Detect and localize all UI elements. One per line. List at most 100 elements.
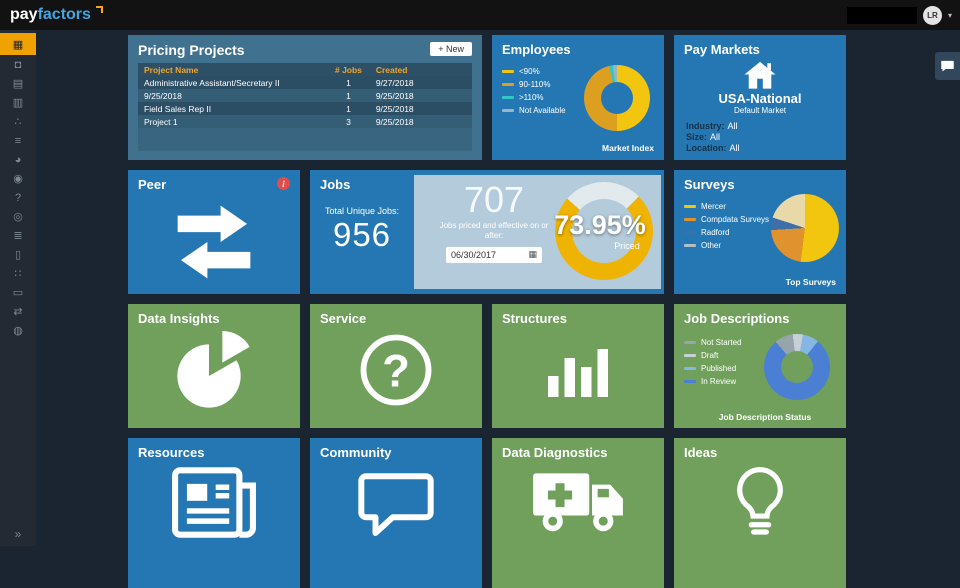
sidebar-item-community[interactable]: ◘: [14, 58, 22, 71]
job-description-status-donut-chart: [764, 334, 830, 400]
employees-title: Employees: [502, 42, 571, 57]
legend-swatch: [684, 367, 696, 370]
new-project-button[interactable]: + New: [430, 42, 472, 56]
tile-service[interactable]: Service ?: [310, 304, 482, 428]
pie-chart-icon: [138, 331, 290, 411]
tile-data-insights[interactable]: Data Insights: [128, 304, 300, 428]
newspaper-icon: [138, 465, 290, 540]
surveys-title: Surveys: [684, 177, 735, 192]
tile-surveys[interactable]: Surveys Mercer Compdata Surveys Radford Oth…: [674, 170, 846, 294]
service-title: Service: [320, 311, 367, 326]
question-circle-icon: ?: [320, 331, 472, 409]
jobs-priced-count: 707: [463, 179, 525, 220]
ambulance-icon: [502, 465, 654, 538]
tile-job-descriptions[interactable]: Job Descriptions Not Started Draft Publish…: [674, 304, 846, 428]
sidebar-item-surveys[interactable]: ◉: [13, 173, 23, 185]
chat-button[interactable]: [935, 52, 960, 80]
sidebar-item-ideas[interactable]: ◍: [13, 325, 23, 337]
tile-structures[interactable]: Structures: [492, 304, 664, 428]
sidebar-nav: ▦ ◘ ▤ ▥ ∴ ≡ ◕ ◉? ◎ ≣ ▯ ∷ ▭ ⇄ ◍: [0, 30, 36, 340]
legend-label: <90%: [519, 67, 540, 76]
pricing-projects-title: Pricing Projects: [138, 42, 245, 58]
pricing-project-row[interactable]: 9/25/2018 1 9/25/2018: [138, 89, 472, 102]
tile-data-diagnostics[interactable]: Data Diagnostics: [492, 438, 664, 588]
effective-date-value: 06/30/2017: [451, 249, 497, 260]
sidebar-item-structures[interactable]: ∴: [14, 116, 22, 128]
tile-employees[interactable]: Employees <90% 90-110% >110% Not Available …: [492, 35, 664, 160]
tile-pay-markets[interactable]: Pay Markets USA-National Default Market …: [674, 35, 846, 160]
legend-swatch: [684, 244, 696, 247]
left-sidebar: ▦ ◘ ▤ ▥ ∴ ≡ ◕ ◉? ◎ ≣ ▯ ∷ ▭ ⇄ ◍ »: [0, 30, 36, 546]
jobs-total-block: Total Unique Jobs: 956: [310, 206, 414, 254]
jobs-total-value: 956: [332, 216, 392, 253]
tile-community[interactable]: Community: [310, 438, 482, 588]
calendar-icon[interactable]: ▦: [528, 249, 537, 260]
legend-label: Compdata Surveys: [701, 215, 770, 224]
tile-ideas[interactable]: Ideas: [674, 438, 846, 588]
house-icon: [684, 59, 836, 90]
sidebar-item-notifications[interactable]: ◎: [13, 211, 23, 223]
sidebar-item-id-card[interactable]: ▭: [12, 287, 24, 299]
sidebar-item-integrations[interactable]: ⇄: [13, 306, 23, 318]
pay-market-fields: Industry: All Size: All Location: All: [684, 121, 836, 154]
user-menu-caret-icon[interactable]: ▾: [947, 10, 952, 20]
pay-market-field: Industry: All: [686, 121, 738, 131]
bar-chart-icon: [502, 331, 654, 403]
dashboard-grid: Pricing Projects + New Project Name # Job…: [128, 35, 846, 588]
legend-label: Mercer: [701, 202, 726, 211]
info-icon[interactable]: i: [277, 177, 290, 190]
peer-title: Peer: [138, 177, 167, 192]
sidebar-item-jobs[interactable]: ≡: [14, 134, 22, 147]
legend-label: 90-110%: [519, 80, 551, 89]
legend-swatch: [684, 231, 696, 234]
legend-swatch: [684, 341, 696, 344]
pricing-project-row[interactable]: Project 1 3 9/25/2018: [138, 115, 472, 128]
pay-market-field: Size: All: [686, 132, 721, 142]
legend-item: 90-110%: [502, 78, 566, 91]
job-descriptions-legend: Not Started Draft Published In Review: [684, 336, 741, 388]
jobs-total-label: Total Unique Jobs:: [324, 206, 400, 216]
jobs-priced-caption: Jobs priced and effective on or after:: [439, 220, 549, 241]
legend-label: Not Available: [519, 106, 566, 115]
user-avatar[interactable]: LR: [922, 5, 942, 25]
legend-item: Other: [684, 239, 769, 252]
account-name-box[interactable]: [846, 6, 917, 24]
tile-peer[interactable]: Peer i: [128, 170, 300, 294]
legend-item: Mercer: [684, 200, 769, 213]
sidebar-item-pricing-projects[interactable]: ▤: [12, 78, 24, 90]
sidebar-item-dashboard[interactable]: ▦: [0, 33, 36, 55]
employees-legend: <90% 90-110% >110% Not Available: [502, 65, 566, 117]
tile-pricing-projects[interactable]: Pricing Projects + New Project Name # Job…: [128, 35, 482, 160]
jobs-title: Jobs: [320, 177, 351, 192]
tile-resources[interactable]: Resources: [128, 438, 300, 588]
legend-label: In Review: [701, 377, 737, 386]
legend-swatch: [684, 380, 696, 383]
payfactors-logo[interactable]: payfactors: [10, 6, 103, 24]
jobs-priced-panel: 707 Jobs priced and effective on or afte…: [414, 175, 661, 289]
structures-title: Structures: [502, 311, 568, 326]
legend-label: Not Started: [701, 338, 742, 347]
sidebar-item-service[interactable]: ?: [14, 191, 22, 204]
effective-date-input[interactable]: 06/30/2017 ▦: [446, 246, 542, 263]
sidebar-collapse-icon[interactable]: »: [14, 527, 22, 541]
top-surveys-pie-chart: [771, 194, 839, 262]
tile-jobs[interactable]: Jobs Total Unique Jobs: 956 707 Jobs pri…: [310, 170, 664, 294]
pricing-project-row[interactable]: Field Sales Rep II 1 9/25/2018: [138, 102, 472, 115]
priced-percent-value: 73.95%: [554, 210, 646, 240]
sidebar-item-data-insights[interactable]: ▥: [12, 97, 24, 109]
sidebar-item-activity[interactable]: ≣: [13, 230, 23, 242]
sidebar-item-resources[interactable]: ▯: [14, 249, 22, 261]
community-title: Community: [320, 445, 392, 460]
legend-item: Compdata Surveys: [684, 213, 769, 226]
svg-text:?: ?: [382, 345, 410, 396]
job-description-status-caption: Job Description Status: [718, 412, 812, 422]
logo-factors: factors: [37, 6, 91, 23]
legend-item: Not Started: [684, 336, 741, 349]
default-market-name: USA-National: [718, 91, 802, 106]
data-diagnostics-title: Data Diagnostics: [502, 445, 608, 460]
table-header-row: Project Name # Jobs Created: [138, 63, 472, 76]
sidebar-item-employees[interactable]: ∷: [14, 268, 22, 280]
pricing-project-row[interactable]: Administrative Assistant/Secretary II 1 9/…: [138, 76, 472, 89]
sidebar-item-pay-markets[interactable]: ◕: [14, 153, 22, 166]
legend-item: >110%: [502, 91, 566, 104]
